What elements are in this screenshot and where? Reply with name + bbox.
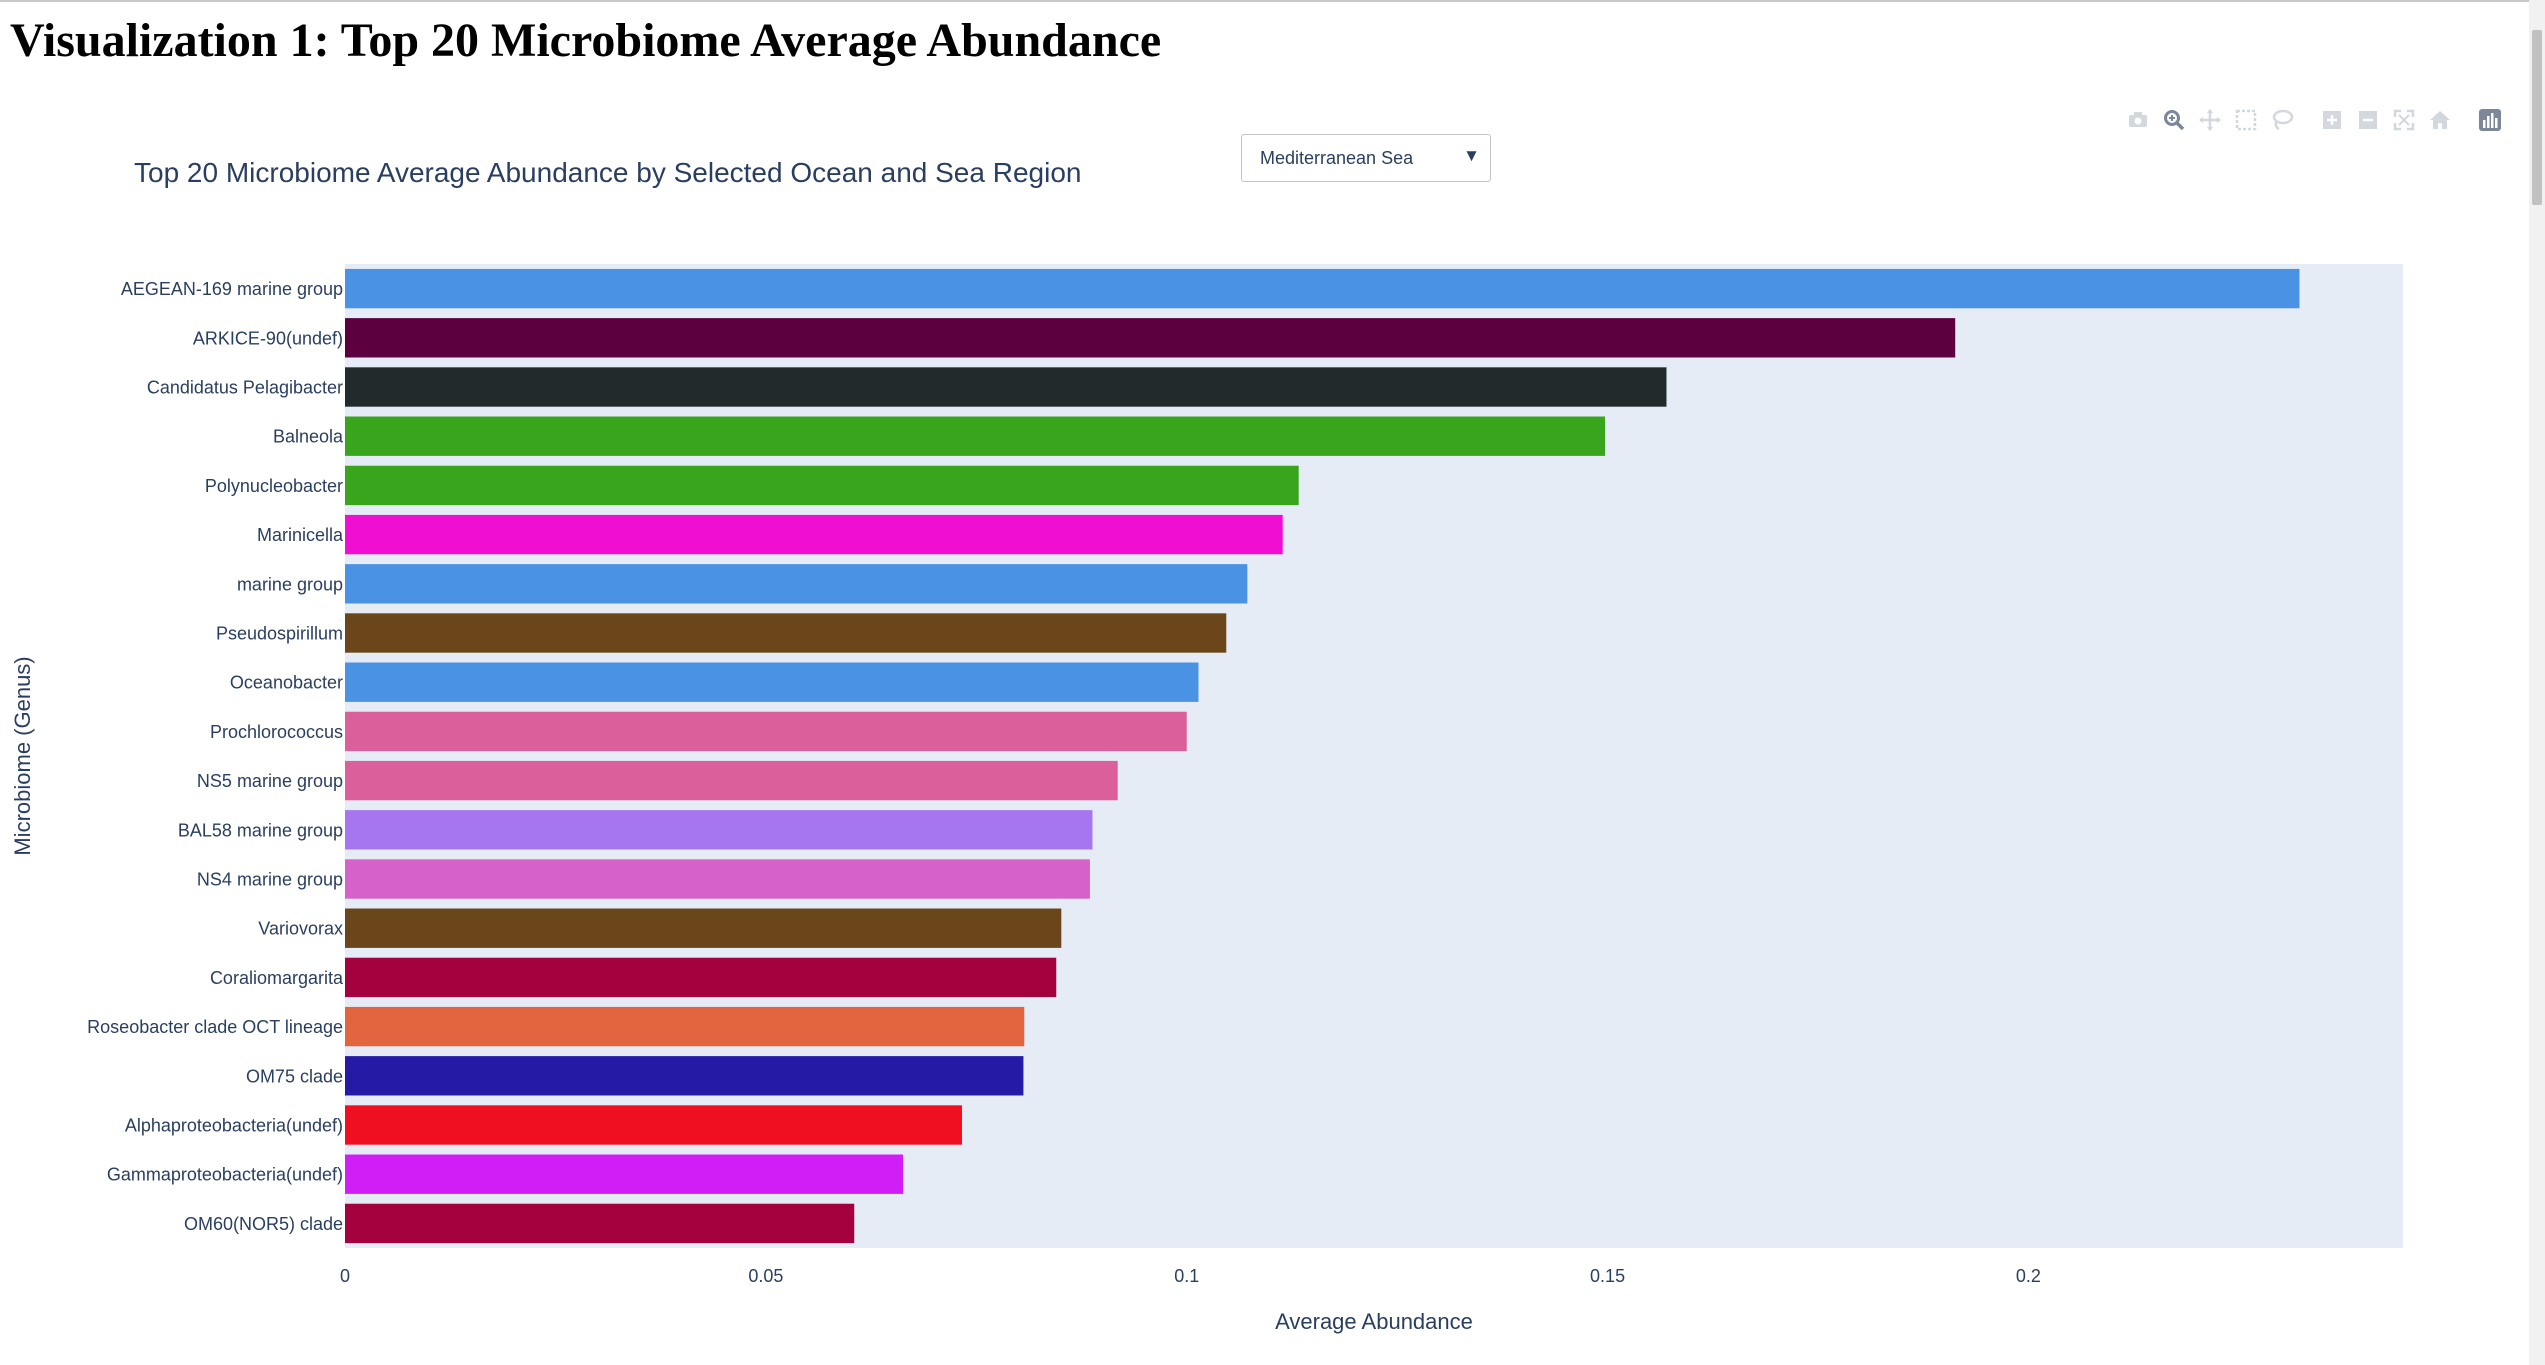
y-tick-label: Polynucleobacter — [205, 476, 343, 496]
region-dropdown[interactable]: Mediterranean Sea ▼ — [1241, 134, 1491, 182]
zoom-in-icon[interactable] — [2314, 104, 2350, 136]
y-tick-label: Prochlorococcus — [210, 722, 343, 742]
bar-12[interactable] — [345, 859, 1090, 899]
y-tick-label: Marinicella — [257, 525, 344, 545]
x-tick-label: 0.05 — [748, 1266, 783, 1286]
y-axis-title: Microbiome (Genus) — [10, 656, 35, 855]
bar-1[interactable] — [345, 318, 1956, 358]
bar-14[interactable] — [345, 957, 1057, 998]
bar-6[interactable] — [345, 564, 1248, 604]
bar-16[interactable] — [345, 1056, 1024, 1096]
y-tick-label: ARKICE-90(undef) — [193, 328, 343, 348]
bar-4[interactable] — [345, 465, 1299, 506]
box-select-icon[interactable] — [2228, 104, 2264, 136]
bar-8[interactable] — [345, 662, 1199, 702]
x-tick-label: 0.15 — [1590, 1266, 1625, 1286]
bar-5[interactable] — [345, 514, 1283, 555]
y-tick-label: Pseudospirillum — [216, 624, 343, 644]
y-tick-label: BAL58 marine group — [178, 820, 343, 840]
bar-17[interactable] — [345, 1105, 962, 1145]
scrollbar[interactable] — [2529, 0, 2545, 1365]
y-tick-label: Alphaproteobacteria(undef) — [125, 1116, 343, 1136]
bars-group — [345, 268, 2300, 1244]
pan-icon[interactable] — [2192, 104, 2228, 136]
chart-title: Top 20 Microbiome Average Abundance by S… — [134, 157, 1081, 188]
y-tick-label: NS4 marine group — [197, 870, 343, 890]
chevron-down-icon: ▼ — [1463, 146, 1480, 165]
bar-15[interactable] — [345, 1006, 1025, 1047]
top-border — [0, 0, 2545, 2]
page-heading: Visualization 1: Top 20 Microbiome Avera… — [10, 14, 1162, 67]
y-tick-label: Coraliomargarita — [210, 968, 344, 988]
y-tick-label: NS5 marine group — [197, 771, 343, 791]
y-tick-label: marine group — [237, 574, 343, 594]
y-tick-labels: AEGEAN-169 marine group ARKICE-90(undef) C… — [87, 279, 344, 1234]
y-tick-label: OM60(NOR5) clade — [184, 1214, 343, 1234]
x-tick-labels: 0 0.05 0.1 0.15 0.2 — [340, 1266, 2041, 1286]
x-tick-label: 0.1 — [1174, 1266, 1199, 1286]
y-tick-label: Variovorax — [258, 919, 343, 939]
scrollbar-thumb[interactable] — [2532, 30, 2542, 205]
bar-19[interactable] — [345, 1203, 855, 1244]
x-tick-label: 0.2 — [2016, 1266, 2041, 1286]
bar-7[interactable] — [345, 613, 1227, 653]
y-tick-label: Oceanobacter — [230, 673, 343, 693]
bar-9[interactable] — [345, 711, 1187, 752]
plotly-logo-icon[interactable] — [2472, 104, 2508, 136]
autoscale-icon[interactable] — [2386, 104, 2422, 136]
zoom-icon[interactable] — [2156, 104, 2192, 136]
y-tick-label: AEGEAN-169 marine group — [121, 279, 343, 299]
y-tick-label: Gammaproteobacteria(undef) — [107, 1165, 343, 1185]
bar-11[interactable] — [345, 810, 1093, 850]
zoom-out-icon[interactable] — [2350, 104, 2386, 136]
plot-area[interactable] — [345, 264, 2403, 1248]
x-tick-label: 0 — [340, 1266, 350, 1286]
bar-18[interactable] — [345, 1154, 904, 1194]
region-dropdown-value: Mediterranean Sea — [1260, 147, 1414, 168]
y-tick-label: Roseobacter clade OCT lineage — [87, 1017, 343, 1037]
bar-2[interactable] — [345, 367, 1667, 407]
camera-icon[interactable] — [2120, 104, 2156, 136]
lasso-icon[interactable] — [2264, 104, 2300, 136]
x-axis-title: Average Abundance — [1275, 1309, 1473, 1334]
bar-3[interactable] — [345, 416, 1606, 456]
bar-13[interactable] — [345, 908, 1062, 948]
y-tick-label: Candidatus Pelagibacter — [147, 378, 343, 398]
y-tick-label: Balneola — [273, 427, 344, 447]
modebar — [2120, 104, 2508, 136]
bar-0[interactable] — [345, 268, 2300, 309]
reset-axes-icon[interactable] — [2422, 104, 2458, 136]
y-tick-label: OM75 clade — [246, 1066, 343, 1086]
bar-10[interactable] — [345, 760, 1118, 801]
